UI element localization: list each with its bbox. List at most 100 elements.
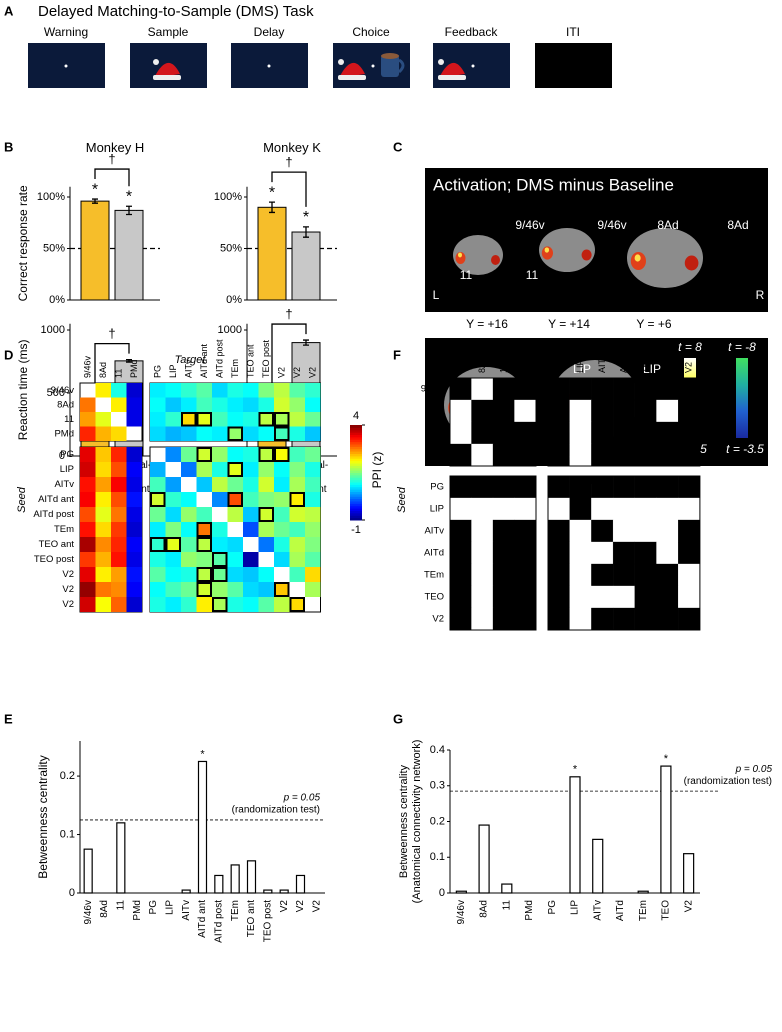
region-label: 8Ad <box>657 218 678 232</box>
heatmap-cell <box>289 426 305 441</box>
matrix-cell <box>591 377 614 401</box>
x-tick-label: 8Ad <box>99 900 110 918</box>
matrix-cell <box>569 421 592 445</box>
column-label: LIP <box>575 359 585 373</box>
matrix-cell <box>656 563 679 587</box>
heatmap-cell <box>274 552 290 567</box>
row-label: TEO post <box>34 554 74 565</box>
heatmap-cell <box>80 447 96 462</box>
column-label: TEO post <box>261 339 271 378</box>
heatmap-cell <box>212 492 228 507</box>
matrix-cell <box>471 585 494 609</box>
heatmap-cell <box>212 537 228 552</box>
colorbar-step <box>350 503 362 507</box>
heatmap-cell <box>305 426 321 441</box>
hat-pom <box>438 59 444 65</box>
heatmap-cell <box>258 447 274 462</box>
matrix-cell <box>656 399 679 423</box>
region-label: 9/46v <box>597 218 626 232</box>
colorbar-step <box>350 425 362 428</box>
colorbar-step <box>350 493 362 497</box>
y-tick-label: 50% <box>43 242 65 254</box>
heatmap-cell <box>165 582 181 597</box>
significant-cell <box>274 426 290 441</box>
heatmap-cell <box>181 522 197 537</box>
x-tick-label: 9/46v <box>83 900 94 924</box>
heatmap-cell <box>243 522 259 537</box>
panel-letter: C <box>393 139 403 154</box>
heatmap-cell <box>126 383 142 398</box>
significance-mark: * <box>92 181 98 198</box>
panel-a-title: Delayed Matching-to-Sample (DMS) Task <box>38 3 314 20</box>
error-bar <box>126 358 132 363</box>
colorbar-step <box>350 427 362 431</box>
heatmap-cell <box>150 383 166 398</box>
x-tick-label: PG <box>148 900 159 915</box>
significant-cell <box>227 492 243 507</box>
heatmap-cell <box>196 412 212 427</box>
heatmap-cell <box>227 597 243 612</box>
x-tick-label: V2 <box>311 900 322 913</box>
bar <box>683 853 695 894</box>
y-tick-label: 0 <box>59 450 65 462</box>
heatmap-cell <box>150 582 166 597</box>
colorbar-step <box>350 510 362 514</box>
matrix-cell <box>678 475 701 499</box>
heatmap-cell <box>80 462 96 477</box>
heatmap-cell <box>289 383 305 398</box>
matrix-cell <box>492 585 515 609</box>
heatmap-cell <box>150 492 166 507</box>
matrix-cell <box>449 607 472 631</box>
row-label: V2 <box>62 584 74 595</box>
heatmap-cell <box>196 477 212 492</box>
colorbar-step <box>350 512 362 516</box>
colorbar-step <box>350 474 362 478</box>
x-tick-label: AITd <box>615 900 626 921</box>
heatmap-cell <box>243 567 259 582</box>
matrix-cell <box>656 541 679 565</box>
heatmap-cell <box>80 537 96 552</box>
heatmap-cell <box>181 462 197 477</box>
heatmap-cell <box>165 567 181 582</box>
heatmap-cell <box>126 492 142 507</box>
x-tick-label: AITv <box>592 900 603 921</box>
heatmap-cell <box>196 426 212 441</box>
matrix-cell <box>612 443 635 467</box>
heatmap-cell <box>111 567 127 582</box>
matrix-cell <box>612 421 635 445</box>
row-label: AITd ant <box>38 494 74 505</box>
significance-mark: * <box>303 209 309 226</box>
matrix-cell <box>514 607 537 631</box>
matrix-cell <box>656 607 679 631</box>
brain-slice <box>539 228 595 272</box>
colorbar-step <box>350 436 362 440</box>
matrix-cell <box>492 497 515 521</box>
significance-mark: * <box>126 188 132 205</box>
panel-letter: E <box>4 711 13 726</box>
bar <box>263 889 273 894</box>
activation-blob <box>491 255 500 265</box>
column-label: AITd <box>618 354 628 373</box>
heatmap-cell <box>165 492 181 507</box>
matrix-cell <box>634 563 657 587</box>
heatmap-cell <box>274 412 290 427</box>
heatmap-cell <box>227 412 243 427</box>
heatmap-cell <box>111 477 127 492</box>
matrix-cell <box>591 563 614 587</box>
matrix-cell <box>612 585 635 609</box>
column-label: 11 <box>113 369 123 378</box>
heatmap-cell <box>150 477 166 492</box>
heatmap-cell <box>80 597 96 612</box>
matrix-cell <box>547 475 570 499</box>
bracket <box>94 168 130 187</box>
matrix-cell <box>634 475 657 499</box>
error-bar <box>303 226 309 238</box>
heatmap-cell <box>95 426 111 441</box>
heatmap-cell <box>95 537 111 552</box>
significant-cell <box>181 412 197 427</box>
activation-blob <box>581 249 592 261</box>
bracket <box>94 342 130 408</box>
matrix-cell <box>547 497 570 521</box>
mug-top <box>381 53 399 59</box>
